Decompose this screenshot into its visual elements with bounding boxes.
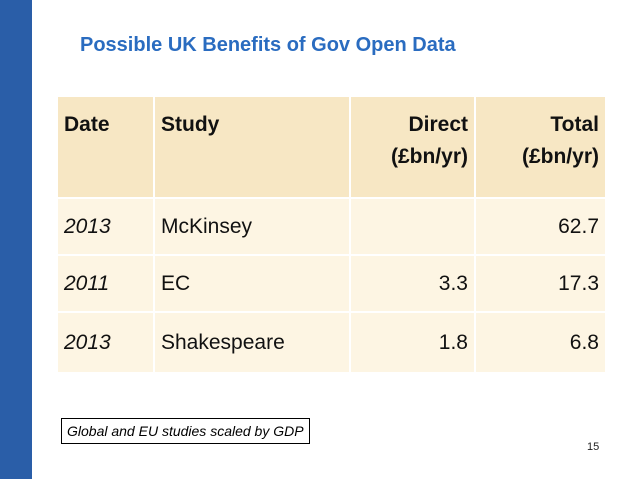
table-row: 2013 Shakespeare 1.8 6.8 (58, 311, 605, 372)
header-direct-line1: Direct (408, 113, 468, 136)
header-date: Date (58, 97, 154, 198)
side-accent-bar (0, 0, 32, 479)
table-row: 2011 EC 3.3 17.3 (58, 254, 605, 312)
cell-date: 2013 (58, 311, 154, 372)
header-total-line2: (£bn/yr) (521, 145, 599, 168)
cell-study: Shakespeare (153, 311, 350, 372)
cell-date: 2011 (58, 254, 154, 312)
cell-direct (349, 197, 475, 255)
header-study: Study (153, 97, 350, 198)
cell-study: McKinsey (153, 197, 350, 255)
cell-total: 17.3 (474, 254, 605, 312)
table-header-row: Date Study Direct (£bn/yr) Total (£bn/yr… (58, 97, 605, 198)
cell-total: 6.8 (474, 311, 605, 372)
page-number: 15 (587, 441, 600, 453)
header-direct-line2: (£bn/yr) (390, 145, 468, 168)
cell-study: EC (153, 254, 350, 312)
header-direct: Direct (£bn/yr) (349, 97, 475, 198)
table-row: 2013 McKinsey 62.7 (58, 197, 605, 255)
header-total: Total (£bn/yr) (474, 97, 605, 198)
cell-direct: 1.8 (349, 311, 475, 372)
cell-direct: 3.3 (349, 254, 475, 312)
scaling-note: Global and EU studies scaled by GDP (61, 418, 310, 444)
cell-date: 2013 (58, 197, 154, 255)
benefits-table: Date Study Direct (£bn/yr) Total (£bn/yr… (58, 97, 605, 372)
cell-total: 62.7 (474, 197, 605, 255)
slide-title: Possible UK Benefits of Gov Open Data (80, 34, 456, 56)
header-total-line1: Total (550, 113, 599, 136)
